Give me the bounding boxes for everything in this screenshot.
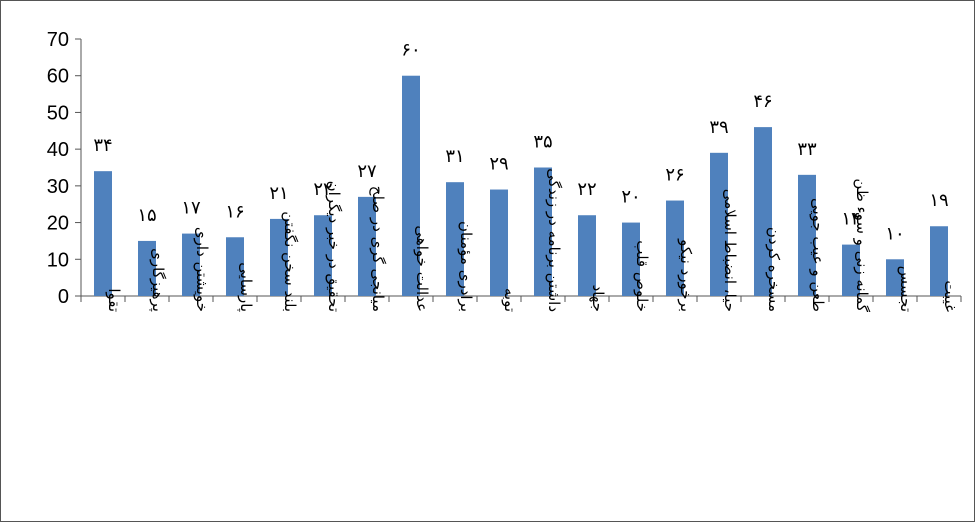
category-label: جهاد — [589, 285, 607, 312]
bar — [622, 222, 640, 296]
category-label: تقوا — [105, 288, 123, 312]
category-label: داشتن برنامه در زندگی — [545, 168, 563, 312]
bar — [666, 200, 684, 296]
data-label: ۲۲ — [577, 179, 596, 200]
y-tick-label: 70 — [47, 29, 69, 51]
category-label: بلند سخن نگفتن — [281, 211, 299, 312]
y-axis: 0 10 20 30 40 50 60 70 — [47, 29, 82, 308]
category-label: پرهیزگاری — [148, 248, 167, 312]
x-axis — [80, 295, 962, 302]
bar — [798, 174, 816, 296]
category-label: برادری مؤمنان — [457, 221, 475, 312]
y-tick-label: 10 — [47, 249, 69, 271]
category-label: پارسایی — [236, 262, 255, 312]
data-label: ۲۷ — [357, 161, 377, 182]
category-label: توبه — [501, 288, 519, 312]
data-label: ۶۰ — [401, 40, 420, 61]
data-label: ۲۰ — [621, 187, 640, 208]
category-labels: تقوا پرهیزگاری خویشتن داری پارسایی بلند سخن … — [105, 168, 959, 313]
category-label: برخورد نیکو — [677, 238, 695, 312]
bar — [94, 171, 112, 296]
data-label: ۲۹ — [489, 154, 508, 175]
data-label: ۱۹ — [929, 190, 948, 211]
bar — [226, 237, 244, 296]
data-label: ۳۴ — [93, 135, 112, 156]
category-label: مسخره کردن — [765, 227, 783, 312]
bar — [754, 127, 772, 296]
category-label: تحقیق در خبر دیگران — [325, 181, 343, 312]
category-label: عدالت خواهی — [413, 225, 431, 312]
data-label: ۱۰ — [885, 223, 904, 244]
category-label: تجسس — [897, 266, 915, 312]
y-tick-label: 30 — [47, 176, 69, 198]
y-tick-label: 20 — [47, 213, 69, 235]
bar — [930, 226, 948, 296]
y-tick-label: 50 — [47, 102, 69, 124]
bar — [402, 75, 420, 296]
y-tick-label: 0 — [58, 286, 69, 308]
data-label: ۱۵ — [137, 205, 156, 226]
y-tick-label: 60 — [47, 66, 69, 88]
bars — [94, 75, 948, 296]
data-label: ۲۶ — [665, 165, 684, 186]
data-label: ۳۳ — [797, 139, 817, 160]
data-label: ۱۴ — [841, 209, 860, 230]
data-label: ۳۱ — [445, 146, 464, 167]
data-label: ۲۲ — [313, 179, 332, 200]
category-label: میانجی گری در صلح — [369, 186, 387, 312]
data-label: ۴۶ — [753, 91, 772, 112]
category-label: گمانه زنی و سوء ظن — [853, 178, 871, 312]
bar — [534, 167, 552, 296]
data-label: ۳۵ — [533, 132, 552, 153]
bar — [446, 182, 464, 296]
bar — [842, 244, 860, 296]
bar — [314, 215, 332, 296]
bar — [358, 196, 376, 296]
bar — [138, 240, 156, 296]
data-label: ۱۷ — [181, 198, 201, 219]
data-labels: ۳۴ ۱۵ ۱۷ ۱۶ ۲۱ ۲۲ ۲۷ ۶۰ ۳۱ ۲۹ ۳۵ ۲۲ ۲۰ ۲۶ ۳۹ ۴۶ ۳۳ ۱۴ ۱۰ ۱۹ — [93, 40, 948, 245]
category-label: طعن و عیب جویی — [809, 198, 827, 312]
category-label: حیا، انضباط اسلامی — [721, 189, 739, 312]
bar — [490, 189, 508, 296]
bar — [182, 233, 200, 296]
data-label: ۱۶ — [225, 201, 244, 222]
bar — [270, 218, 288, 296]
data-label: ۲۱ — [269, 183, 288, 204]
category-label: غیبت — [941, 280, 959, 312]
y-tick-label: 40 — [47, 139, 69, 161]
category-label: خلوص قلب — [633, 240, 651, 312]
bar — [578, 215, 596, 296]
bar — [710, 152, 728, 296]
category-label: خویشتن داری — [193, 227, 211, 312]
bar — [886, 259, 904, 296]
data-label: ۳۹ — [709, 117, 728, 138]
